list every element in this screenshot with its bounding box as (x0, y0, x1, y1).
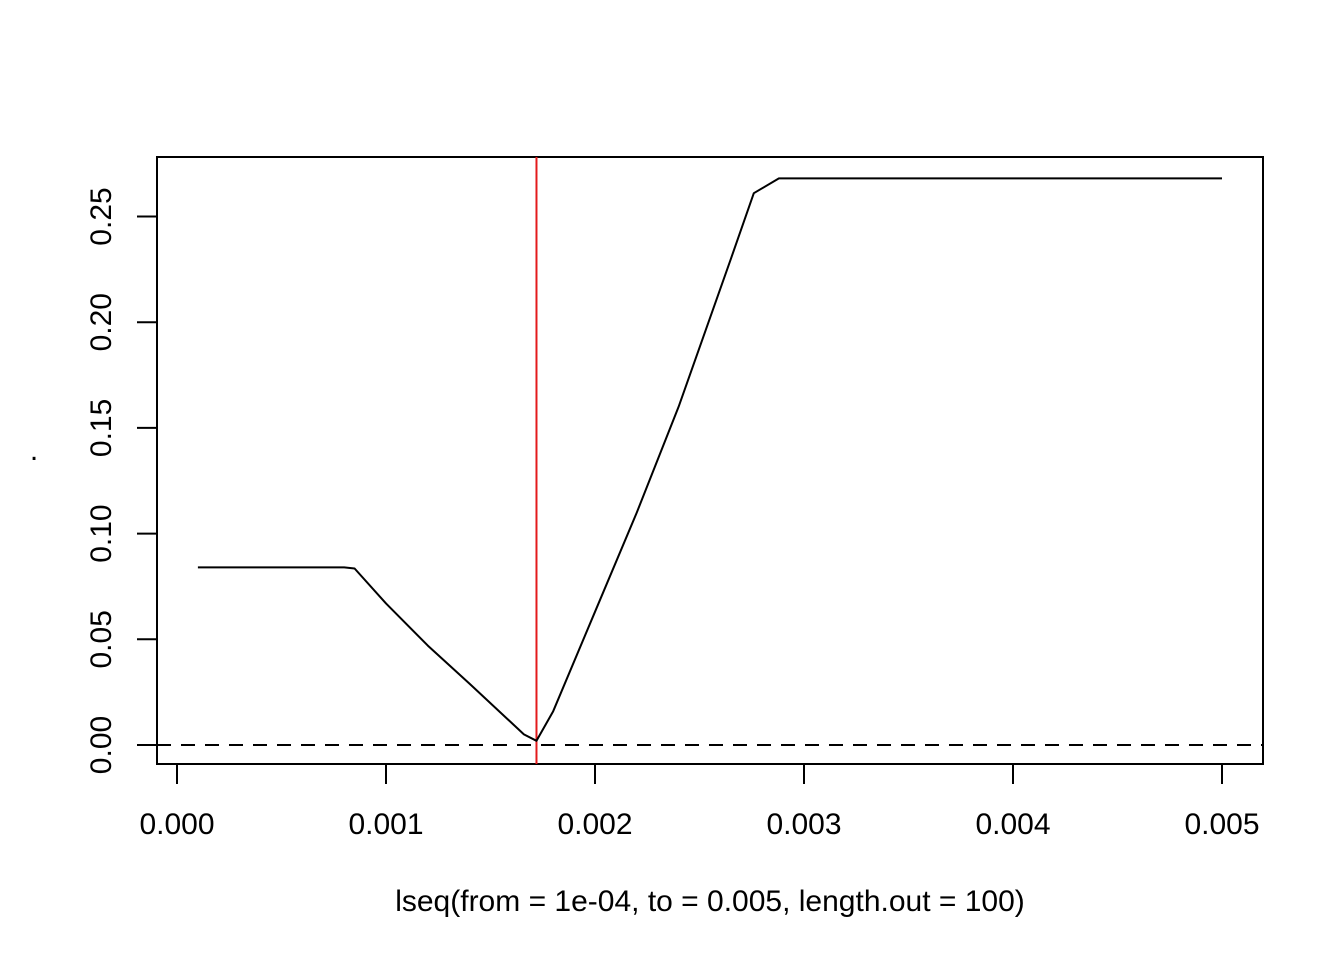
series-group (197, 177, 1222, 742)
reference-lines (157, 157, 1263, 764)
x-axis-label: lseq(from = 1e-04, to = 0.005, length.ou… (395, 885, 1025, 918)
x-tick-label: 0.000 (139, 808, 214, 841)
y-axis-label: . (30, 434, 38, 467)
x-tick-label: 0.004 (975, 808, 1050, 841)
x-tick-label: 0.005 (1184, 808, 1259, 841)
y-axis: 0.00 0.05 0.10 0.15 0.20 0.25 (85, 187, 158, 774)
y-tick-label: 0.15 (85, 399, 118, 457)
x-tick-label: 0.001 (348, 808, 423, 841)
x-tick-label: 0.002 (557, 808, 632, 841)
y-tick-label: 0.00 (85, 716, 118, 774)
y-tick-label: 0.10 (85, 504, 118, 562)
y-tick-label: 0.05 (85, 610, 118, 668)
plot-frame (156, 156, 1264, 765)
y-tick-label: 0.25 (85, 187, 118, 245)
x-axis: 0.000 0.001 0.002 0.003 0.004 0.005 (139, 763, 1260, 841)
series-line (197, 177, 1222, 742)
y-tick-label: 0.20 (85, 293, 118, 351)
x-tick-label: 0.003 (766, 808, 841, 841)
